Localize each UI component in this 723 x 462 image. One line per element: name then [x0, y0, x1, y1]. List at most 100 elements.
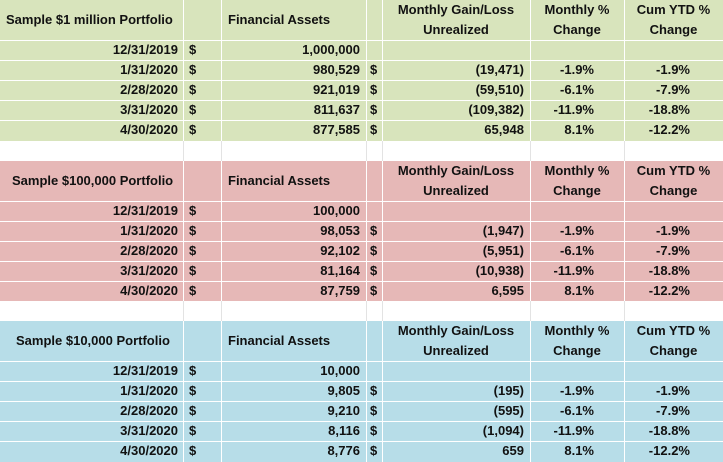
date-cell: 1/31/2020 [120, 383, 178, 398]
assets-header: Financial Assets [228, 173, 331, 188]
gain-cell: 6,595 [491, 283, 524, 298]
gain-cell: 65,948 [484, 122, 524, 137]
gain-header-line1: Monthly Gain/Loss [397, 323, 515, 338]
pct-header-line1: Monthly % [544, 163, 610, 178]
assets-cell: 8,116 [328, 423, 360, 438]
pct-cell: -6.1% [560, 403, 594, 418]
currency-sign: $ [189, 443, 197, 458]
currency-sign: $ [189, 243, 197, 258]
assets-cell: 921,019 [313, 82, 360, 97]
gain-cell: (5,951) [482, 243, 524, 258]
currency-sign: $ [370, 403, 378, 418]
gain-header-line2: Unrealized [423, 22, 489, 37]
gain-cell: (595) [493, 403, 524, 418]
currency-sign: $ [189, 62, 197, 77]
currency-sign: $ [370, 423, 378, 438]
pct-header-line2: Change [553, 22, 601, 37]
gain-cell: (1,947) [482, 223, 524, 238]
date-cell: 2/28/2020 [120, 82, 178, 97]
ytd-cell: -12.2% [648, 443, 690, 458]
pct-cell: 8.1% [564, 283, 594, 298]
date-cell: 12/31/2019 [112, 203, 178, 218]
date-cell: 12/31/2019 [112, 42, 178, 57]
ytd-header-line2: Change [649, 183, 698, 198]
date-cell: 3/31/2020 [120, 102, 178, 117]
assets-header: Financial Assets [228, 12, 331, 27]
pct-cell: -6.1% [560, 82, 594, 97]
currency-sign: $ [370, 223, 378, 238]
currency-sign: $ [370, 383, 378, 398]
gain-cell: (109,382) [468, 102, 524, 117]
currency-sign: $ [189, 363, 197, 378]
spacer-row [0, 141, 723, 161]
currency-sign: $ [370, 283, 378, 298]
pct-cell: -11.9% [553, 263, 594, 278]
date-cell: 12/31/2019 [112, 363, 178, 378]
pct-cell: -11.9% [553, 423, 594, 438]
section-title: Sample $10,000 Portfolio [16, 333, 170, 348]
ytd-cell: -18.8% [648, 423, 690, 438]
ytd-cell: -7.9% [656, 243, 690, 258]
gain-cell: (59,510) [475, 82, 524, 97]
date-cell: 3/31/2020 [120, 263, 178, 278]
gain-cell: (1,094) [482, 423, 524, 438]
assets-cell: 1,000,000 [302, 42, 360, 57]
portfolio-section-10k: Sample $10,000 Portfolio Financial Asset… [0, 321, 723, 462]
assets-cell: 8,776 [327, 443, 360, 458]
pct-header-line2: Change [553, 343, 601, 358]
date-cell: 4/30/2020 [120, 283, 178, 298]
ytd-cell: -7.9% [656, 403, 690, 418]
assets-cell: 81,164 [320, 263, 360, 278]
assets-cell: 10,000 [320, 363, 360, 378]
gain-cell: (10,938) [475, 263, 524, 278]
ytd-cell: -18.8% [648, 263, 690, 278]
assets-cell: 9,805 [327, 383, 360, 398]
ytd-cell: -12.2% [648, 283, 690, 298]
pct-cell: -6.1% [560, 243, 594, 258]
ytd-cell: -1.9% [656, 383, 690, 398]
currency-sign: $ [189, 223, 197, 238]
spacer-row [0, 301, 723, 321]
assets-cell: 877,585 [313, 122, 360, 137]
currency-sign: $ [370, 243, 378, 258]
currency-sign: $ [370, 263, 378, 278]
portfolio-section-1m: Sample $1 million Portfolio Financial As… [0, 0, 723, 141]
pct-cell: -1.9% [560, 383, 594, 398]
assets-cell: 9,210 [327, 403, 360, 418]
ytd-cell: -1.9% [656, 62, 690, 77]
gain-cell: (195) [493, 383, 524, 398]
section-title: Sample $1 million Portfolio [6, 12, 173, 27]
ytd-cell: -12.2% [648, 122, 690, 137]
currency-sign: $ [370, 443, 378, 458]
currency-sign: $ [370, 82, 378, 97]
date-cell: 4/30/2020 [120, 122, 178, 137]
ytd-cell: -1.9% [656, 223, 690, 238]
currency-sign: $ [189, 203, 197, 218]
currency-sign: $ [189, 102, 197, 117]
ytd-cell: -7.9% [656, 82, 690, 97]
currency-sign: $ [189, 263, 197, 278]
currency-sign: $ [189, 283, 197, 298]
currency-sign: $ [189, 403, 197, 418]
pct-cell: 8.1% [564, 443, 594, 458]
ytd-header-line1: Cum YTD % [636, 163, 711, 178]
ytd-cell: -18.8% [648, 102, 690, 117]
assets-cell: 87,759 [320, 283, 360, 298]
currency-sign: $ [189, 82, 197, 97]
currency-sign: $ [189, 122, 197, 137]
currency-sign: $ [189, 383, 197, 398]
date-cell: 1/31/2020 [120, 223, 178, 238]
section-title: Sample $100,000 Portfolio [12, 173, 174, 188]
currency-sign: $ [370, 62, 378, 77]
date-cell: 2/28/2020 [120, 403, 178, 418]
currency-sign: $ [370, 122, 378, 137]
date-cell: 1/31/2020 [120, 62, 178, 77]
assets-header: Financial Assets [228, 333, 331, 348]
date-cell: 3/31/2020 [120, 423, 178, 438]
gain-header-line2: Unrealized [423, 183, 489, 198]
currency-sign: $ [189, 423, 197, 438]
gain-header-line1: Monthly Gain/Loss [397, 2, 515, 17]
pct-header-line2: Change [553, 183, 601, 198]
date-cell: 2/28/2020 [120, 243, 178, 258]
ytd-header-line1: Cum YTD % [636, 323, 711, 338]
